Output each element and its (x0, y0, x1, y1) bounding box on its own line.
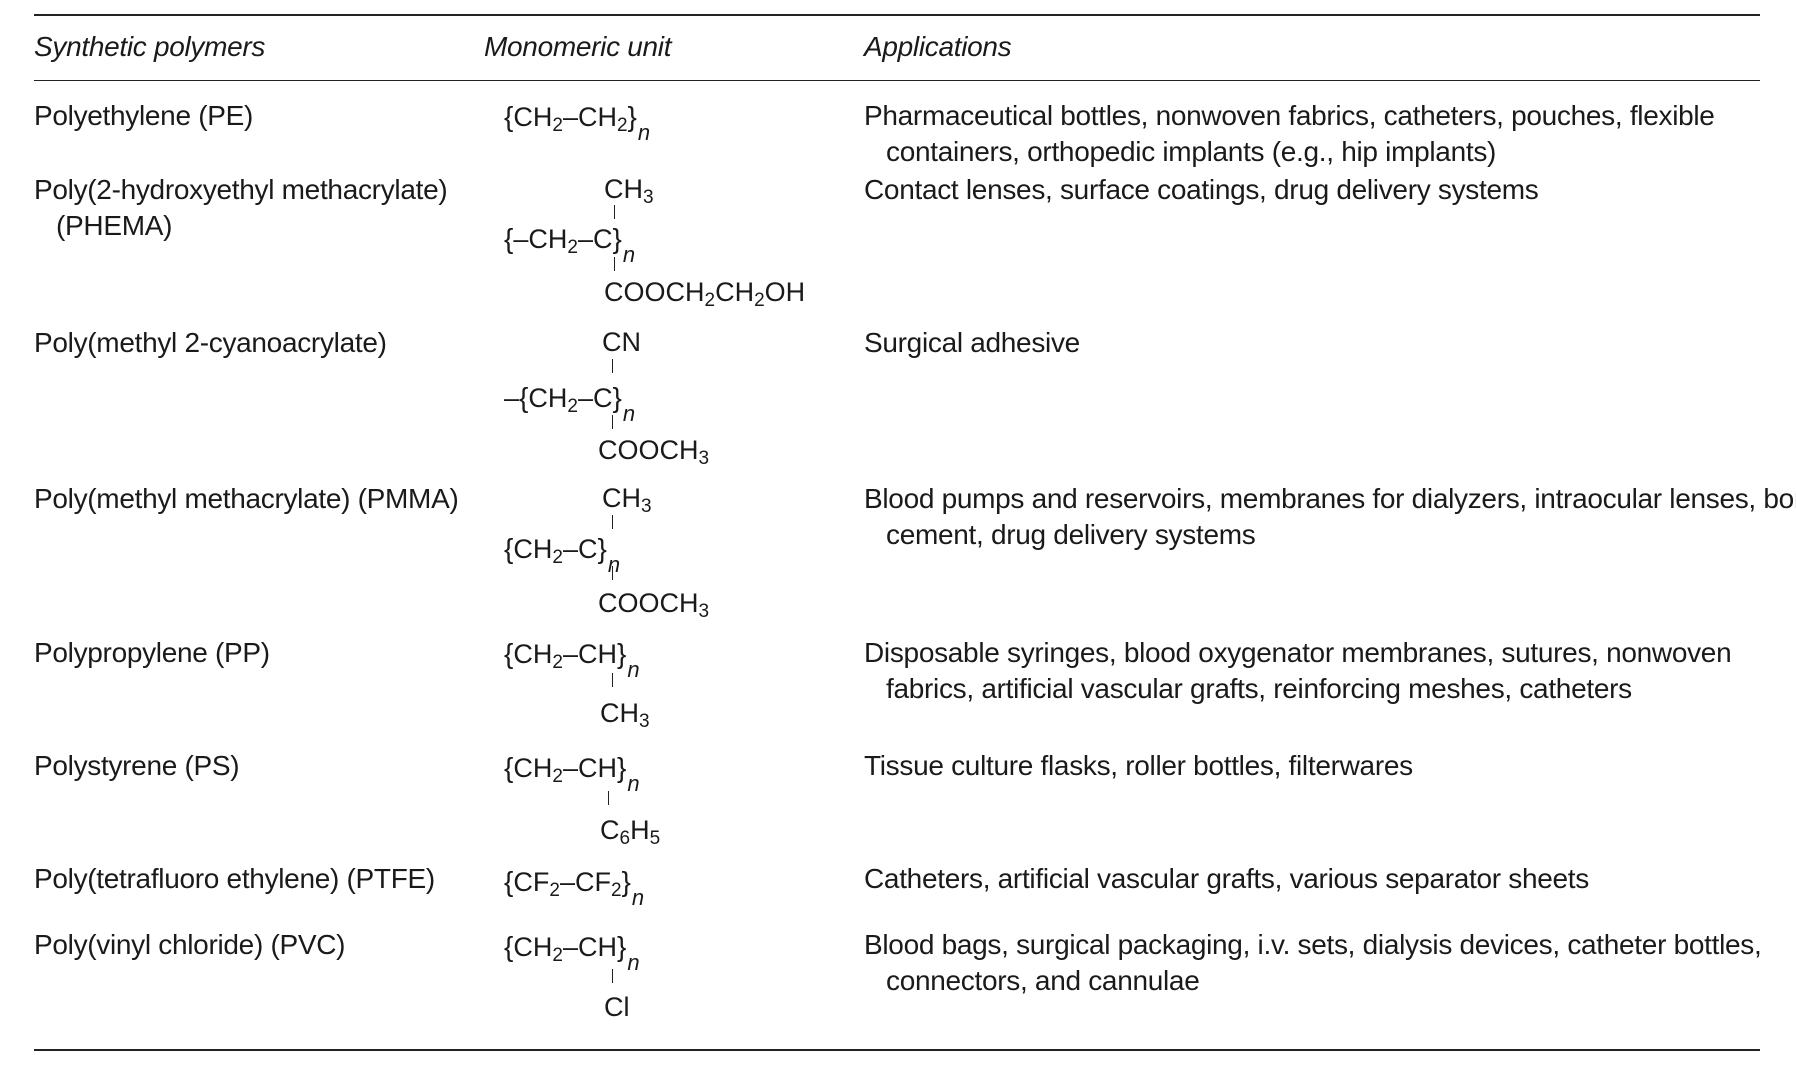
polymer-name: Polystyrene (PS) (34, 750, 240, 781)
repeat-subscript: n (631, 885, 645, 910)
polymer-name: Poly(tetrafluoro ethylene) (PTFE) (34, 863, 435, 894)
header-synthetic-polymers: Synthetic polymers (34, 31, 266, 62)
repeat-subscript: n (607, 552, 621, 577)
substituent-bottom: COOCH3 (598, 588, 710, 622)
header-applications: Applications (864, 31, 1012, 62)
bond-line (612, 515, 613, 529)
bond-line (612, 415, 613, 429)
table-top-rule (34, 14, 1760, 16)
substituent-top: CH3 (604, 174, 654, 208)
row-applications-pmma: Blood pumps and reservoirs, membranes fo… (864, 481, 1796, 553)
header-monomeric-unit: Monomeric unit (484, 31, 672, 62)
application-line: fabrics, artificial vascular grafts, rei… (886, 673, 1632, 704)
substituent-top: CH3 (602, 483, 652, 517)
table-bottom-rule (34, 1049, 1760, 1051)
polymer-name: Poly(vinyl chloride) (PVC) (34, 929, 346, 960)
row-name-ptfe: Poly(tetrafluoro ethylene) (PTFE) (34, 861, 474, 897)
monomer-unit-ptfe: {CF2–CF2}n (504, 866, 645, 910)
application-line: Blood pumps and reservoirs, membranes fo… (864, 483, 1796, 514)
row-applications-pe: Pharmaceutical bottles, nonwoven fabrics… (864, 98, 1764, 170)
substituent-bottom: COOCH3 (598, 435, 710, 469)
row-name-pvc: Poly(vinyl chloride) (PVC) (34, 927, 474, 963)
row-name-pe: Polyethylene (PE) (34, 98, 474, 134)
application-line: Pharmaceutical bottles, nonwoven fabrics… (864, 100, 1715, 131)
substituent-bottom: COOCH2CH2OH (604, 277, 806, 311)
row-applications-ptfe: Catheters, artificial vascular grafts, v… (864, 861, 1764, 897)
substituent-bottom: CH3 (600, 698, 650, 732)
polymer-name-abbrev: (PHEMA) (56, 210, 173, 241)
row-name-pp: Polypropylene (PP) (34, 635, 474, 671)
monomer-unit-pvc: {CH2–CH}n (504, 931, 640, 975)
row-applications-pvc: Blood bags, surgical packaging, i.v. set… (864, 927, 1764, 999)
monomer-unit-pe: {CH2–CH2}n (504, 101, 651, 145)
application-line: cement, drug delivery systems (886, 519, 1256, 550)
application-line: Disposable syringes, blood oxygenator me… (864, 637, 1732, 668)
row-applications-pp: Disposable syringes, blood oxygenator me… (864, 635, 1764, 707)
monomer-unit-pmma: {CH2–C}n (504, 533, 621, 577)
application-line: Blood bags, surgical packaging, i.v. set… (864, 929, 1762, 960)
repeat-subscript: n (622, 401, 636, 426)
polymer-name: Poly(methyl 2-cyanoacrylate) (34, 327, 387, 358)
repeat-subscript: n (627, 657, 640, 682)
row-applications-ps: Tissue culture flasks, roller bottles, f… (864, 748, 1764, 784)
bond-line (608, 791, 609, 805)
polymer-name: Poly(methyl methacrylate) (PMMA) (34, 483, 459, 514)
row-applications-cyanoacrylate: Surgical adhesive (864, 325, 1764, 361)
row-name-phema: Poly(2-hydroxyethyl methacrylate) (PHEMA… (34, 172, 474, 244)
polymer-name: Poly(2-hydroxyethyl methacrylate) (34, 174, 448, 205)
substituent-bottom: C6H5 (600, 815, 661, 849)
bond-line (612, 566, 613, 580)
polymer-name: Polyethylene (PE) (34, 100, 254, 131)
substituent-bottom: Cl (604, 992, 630, 1022)
application-line: containers, orthopedic implants (e.g., h… (886, 136, 1497, 167)
monomer-unit-cyanoacrylate: –{CH2–C}n (504, 382, 636, 426)
monomer-unit-ps: {CH2–CH}n (504, 752, 640, 796)
application-line: Catheters, artificial vascular grafts, v… (864, 863, 1589, 894)
application-line: Contact lenses, surface coatings, drug d… (864, 174, 1539, 205)
header-bottom-rule (34, 80, 1760, 81)
row-name-pmma: Poly(methyl methacrylate) (PMMA) (34, 481, 474, 517)
bond-line (614, 257, 615, 271)
monomer-unit-phema: {–CH2–C}n (504, 223, 636, 267)
bond-line (612, 359, 613, 373)
substituent-top: CN (602, 327, 641, 357)
row-applications-phema: Contact lenses, surface coatings, drug d… (864, 172, 1764, 208)
application-line: connectors, and cannulae (886, 965, 1200, 996)
row-name-ps: Polystyrene (PS) (34, 748, 474, 784)
repeat-subscript: n (622, 242, 636, 267)
polymer-name: Polypropylene (PP) (34, 637, 270, 668)
bond-line (612, 969, 613, 983)
application-line: Tissue culture flasks, roller bottles, f… (864, 750, 1413, 781)
repeat-subscript: n (627, 950, 640, 975)
bond-line (612, 673, 613, 687)
monomer-unit-pp: {CH2–CH}n (504, 638, 640, 682)
application-line: Surgical adhesive (864, 327, 1080, 358)
repeat-subscript: n (627, 771, 640, 796)
row-name-cyanoacrylate: Poly(methyl 2-cyanoacrylate) (34, 325, 474, 361)
repeat-subscript: n (637, 120, 651, 145)
bond-line (614, 205, 615, 219)
